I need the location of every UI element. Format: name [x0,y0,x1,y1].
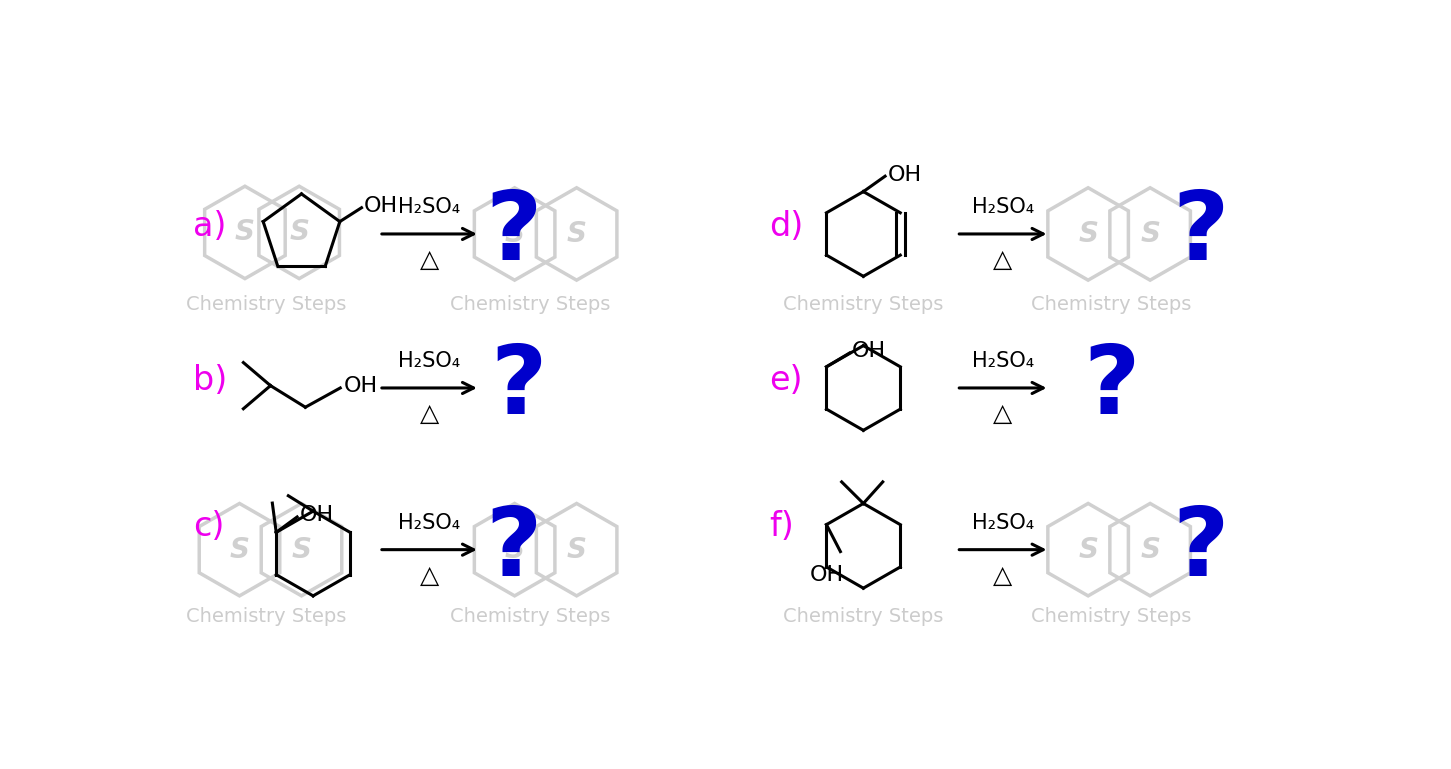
Text: Chemistry Steps: Chemistry Steps [186,295,347,315]
Text: △: △ [994,564,1013,588]
Text: ?: ? [1082,341,1139,434]
Text: Chemistry Steps: Chemistry Steps [186,608,347,626]
Text: △: △ [419,402,440,426]
Text: △: △ [994,248,1013,271]
Text: S: S [1140,536,1161,564]
Text: Chemistry Steps: Chemistry Steps [784,295,943,315]
Text: S: S [235,218,255,246]
Text: OH: OH [852,341,887,361]
Text: ?: ? [485,188,541,281]
Text: f): f) [769,510,794,543]
Text: S: S [289,218,309,246]
Text: S: S [567,220,586,248]
Text: Chemistry Steps: Chemistry Steps [784,608,943,626]
Text: d): d) [769,210,802,243]
Text: △: △ [994,402,1013,426]
Text: OH: OH [888,165,921,185]
Text: S: S [292,536,312,564]
Text: OH: OH [344,376,379,397]
Text: H₂SO₄: H₂SO₄ [399,351,460,371]
Text: a): a) [193,210,226,243]
Text: S: S [1140,220,1161,248]
Text: Chemistry Steps: Chemistry Steps [1032,608,1191,626]
Text: ?: ? [485,503,541,596]
Text: S: S [229,536,250,564]
Text: e): e) [769,364,802,397]
Text: Chemistry Steps: Chemistry Steps [450,295,611,315]
Text: Chemistry Steps: Chemistry Steps [1032,295,1191,315]
Text: S: S [1078,220,1098,248]
Text: S: S [505,536,525,564]
Text: ?: ? [1172,503,1229,596]
Text: H₂SO₄: H₂SO₄ [399,513,460,533]
Text: c): c) [193,510,225,543]
Text: S: S [567,536,586,564]
Text: b): b) [193,364,228,397]
Text: S: S [505,220,525,248]
Text: H₂SO₄: H₂SO₄ [972,351,1035,371]
Text: ?: ? [1172,188,1229,281]
Text: OH: OH [299,505,334,525]
Text: △: △ [419,248,440,271]
Text: △: △ [419,564,440,588]
Text: Chemistry Steps: Chemistry Steps [450,608,611,626]
Text: H₂SO₄: H₂SO₄ [972,513,1035,533]
Text: H₂SO₄: H₂SO₄ [399,197,460,217]
Text: OH: OH [364,196,398,216]
Text: OH: OH [810,564,843,584]
Text: ?: ? [490,341,547,434]
Text: H₂SO₄: H₂SO₄ [972,197,1035,217]
Text: S: S [1078,536,1098,564]
